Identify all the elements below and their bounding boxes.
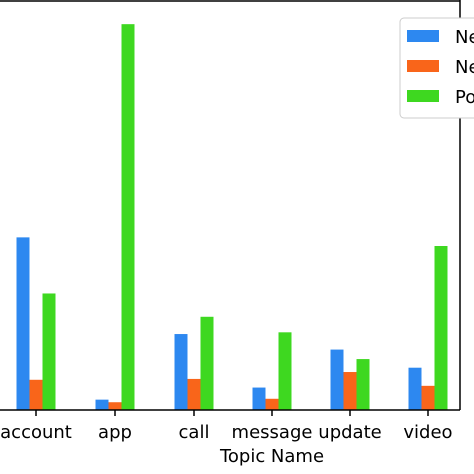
bar-video-series-3: [434, 246, 448, 410]
x-tick-label: account: [0, 422, 72, 443]
bar-account-series-2: [29, 379, 43, 410]
bar-call-series-3: [200, 316, 214, 410]
x-tick-label: update: [318, 422, 381, 443]
legend: Ne Ne Po: [399, 17, 474, 119]
bar-message-series-2: [265, 398, 279, 410]
legend-swatch: [407, 90, 439, 102]
x-axis-label: Topic Name: [219, 446, 324, 467]
bar-message-series-3: [278, 332, 292, 410]
bar-app-series-2: [108, 402, 122, 410]
x-tick-label: call: [179, 422, 210, 443]
legend-label: Ne: [455, 27, 474, 48]
bar-video-series-1: [408, 367, 422, 410]
bar-app-series-1: [95, 399, 109, 410]
axes-layer: [0, 0, 461, 411]
bar-update-series-1: [330, 349, 344, 410]
x-ticks: account app call message update video: [0, 410, 453, 443]
legend-label: Po: [455, 87, 474, 108]
legend-swatch: [407, 30, 439, 42]
bar-video-series-2: [421, 385, 435, 410]
legend-label: Ne: [455, 57, 474, 78]
bar-call-series-1: [174, 334, 188, 410]
bar-update-series-2: [343, 372, 357, 410]
bar-account-series-3: [42, 293, 56, 410]
bar-call-series-2: [187, 378, 201, 410]
bar-app-series-3: [121, 24, 135, 410]
bars-layer: [16, 24, 448, 410]
bar-message-series-1: [252, 387, 266, 410]
bar-account-series-1: [16, 237, 30, 410]
x-tick-label: message: [232, 422, 313, 443]
legend-swatch: [407, 60, 439, 72]
x-tick-label: video: [403, 422, 452, 443]
bar-update-series-3: [356, 359, 370, 410]
x-tick-label: app: [98, 422, 132, 443]
